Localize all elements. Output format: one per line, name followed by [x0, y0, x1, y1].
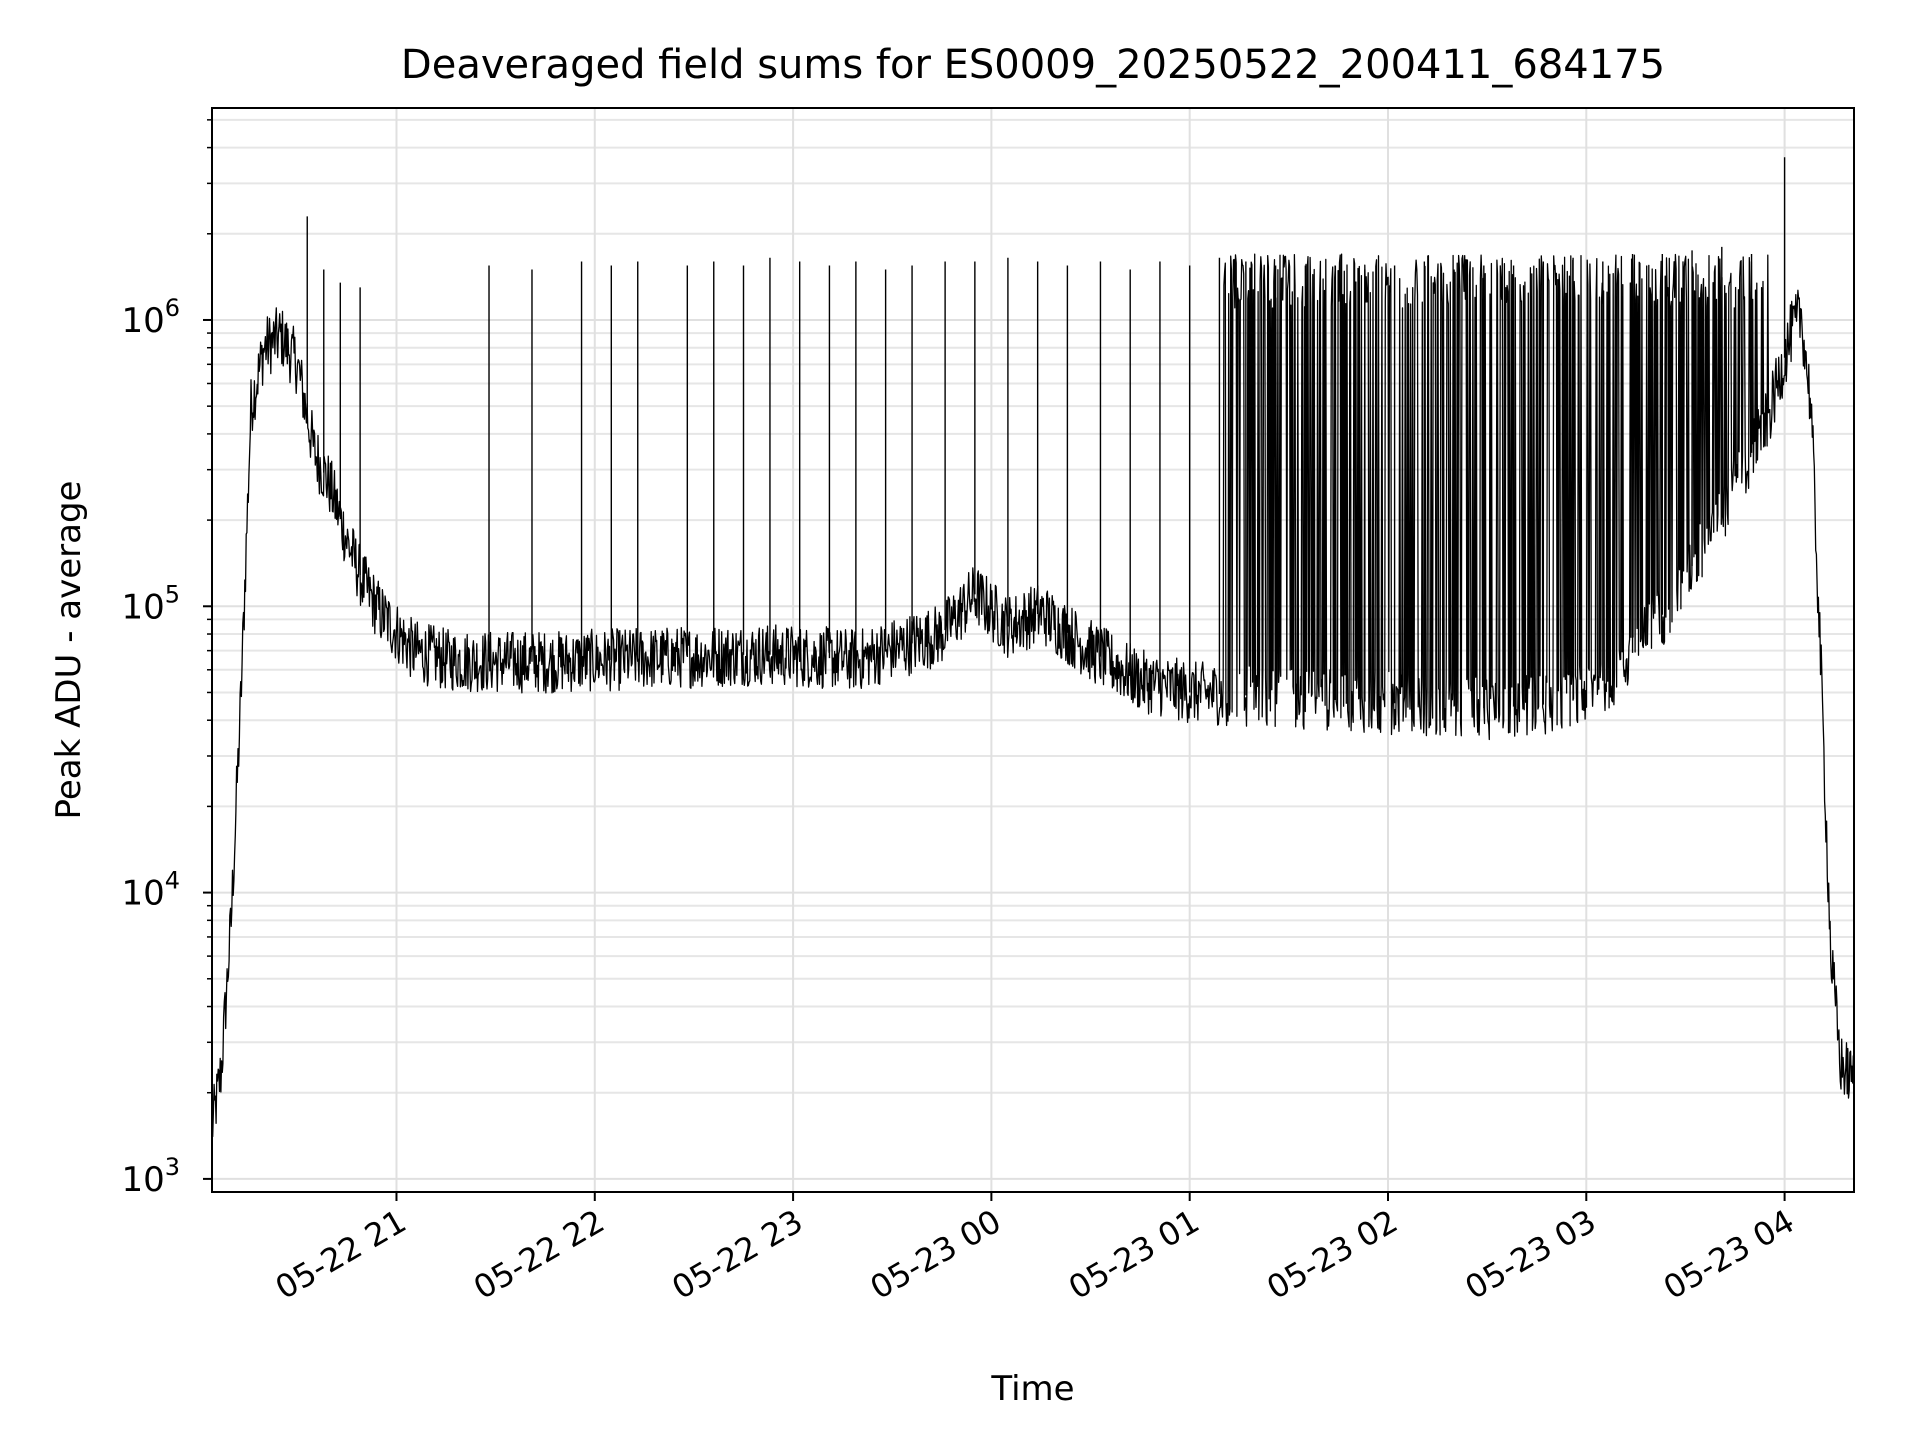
y-tick-label: 105 [121, 580, 180, 627]
data-line [211, 253, 1855, 1138]
x-tick-label: 05-23 02 [1260, 1202, 1404, 1307]
chart-title: Deaveraged field sums for ES0009_2025052… [401, 42, 1665, 88]
y-tick-label: 104 [121, 867, 180, 914]
x-tick-label: 05-22 22 [467, 1202, 611, 1307]
y-axis-label: Peak ADU - average [49, 481, 89, 820]
x-tick-label: 05-23 01 [1062, 1202, 1206, 1307]
x-axis: 05-22 21 05-22 22 05-22 23 05-23 00 05-23 01… [269, 1192, 1801, 1307]
x-tick-label: 05-22 21 [269, 1202, 413, 1307]
x-tick-label: 05-23 04 [1657, 1202, 1801, 1307]
y-tick-label: 106 [121, 294, 180, 341]
y-axis: 103 104 105 106 [121, 119, 212, 1200]
plot-area [211, 157, 1855, 1138]
x-tick-label: 05-23 03 [1459, 1202, 1603, 1307]
y-tick-label: 103 [121, 1153, 180, 1200]
x-tick-label: 05-22 23 [665, 1202, 809, 1307]
x-tick-label: 05-23 00 [864, 1202, 1008, 1307]
x-axis-label: Time [990, 1369, 1074, 1409]
spike-lines [306, 157, 1786, 709]
